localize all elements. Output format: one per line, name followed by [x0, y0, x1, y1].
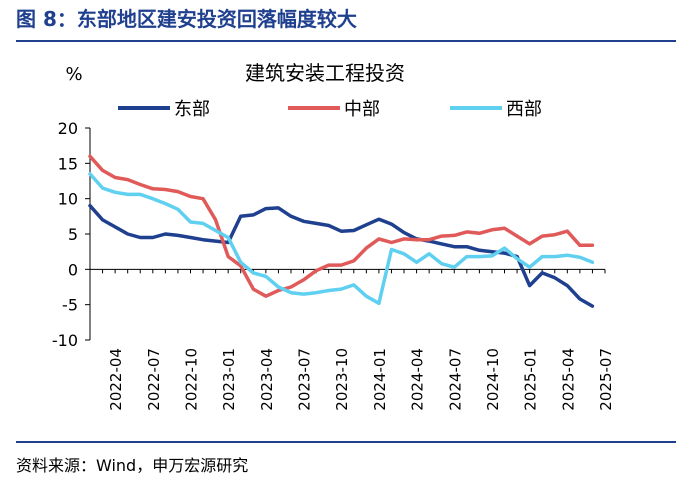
- legend-label-2: 中部: [344, 99, 380, 120]
- legend-label-1: 东部: [174, 99, 210, 120]
- title-rule: [16, 40, 676, 42]
- x-tick-label: 2023-07: [296, 348, 314, 411]
- x-tick-label: 2022-04: [107, 348, 125, 411]
- y-axis-unit: %: [65, 64, 82, 85]
- legend-label-3: 西部: [506, 99, 542, 120]
- figure-title: 图 8：东部地区建安投资回落幅度较大: [16, 7, 357, 31]
- y-tick-label: 5: [68, 225, 78, 244]
- x-tick-label: 2023-01: [220, 348, 238, 411]
- series-line-3: [88, 172, 595, 306]
- x-tick-label: 2023-10: [333, 348, 351, 411]
- x-tick-label: 2022-07: [145, 348, 163, 411]
- axes: -10 -5 0 5 10 15 20 2022-04 2022-07 2022-10 2023-0…: [52, 119, 615, 411]
- series-lines: [88, 154, 595, 308]
- series-line-2: [88, 154, 595, 298]
- x-tick-label: 2024-01: [371, 348, 389, 411]
- y-tick-label: 10: [58, 190, 78, 209]
- x-tick-label: 2024-07: [446, 348, 464, 411]
- y-tick-label: 20: [58, 119, 78, 138]
- x-tick-label: 2022-10: [182, 348, 200, 411]
- x-tick-label: 2025-04: [559, 348, 577, 411]
- x-tick-label: 2024-10: [484, 348, 502, 411]
- y-tick-label: 0: [68, 260, 78, 279]
- line-chart: 建筑安装工程投资 % 东部 中部 西部 -10 -5 0 5 10 15 20 2022-04 20…: [52, 61, 615, 411]
- x-tick-label: 2025-01: [522, 348, 540, 411]
- y-tick-label: 15: [58, 154, 78, 173]
- legend: 东部 中部 西部: [118, 99, 542, 120]
- x-tick-label: 2023-04: [258, 348, 276, 411]
- x-tick-label: 2024-04: [409, 348, 427, 411]
- source-note: 资料来源：Wind，申万宏源研究: [16, 456, 249, 475]
- x-tick-label: 2025-07: [597, 348, 615, 411]
- y-tick-label: -10: [52, 331, 78, 350]
- y-tick-label: -5: [62, 296, 78, 315]
- source-rule: [16, 441, 676, 443]
- series-line-1: [88, 203, 595, 308]
- chart-title: 建筑安装工程投资: [245, 61, 405, 85]
